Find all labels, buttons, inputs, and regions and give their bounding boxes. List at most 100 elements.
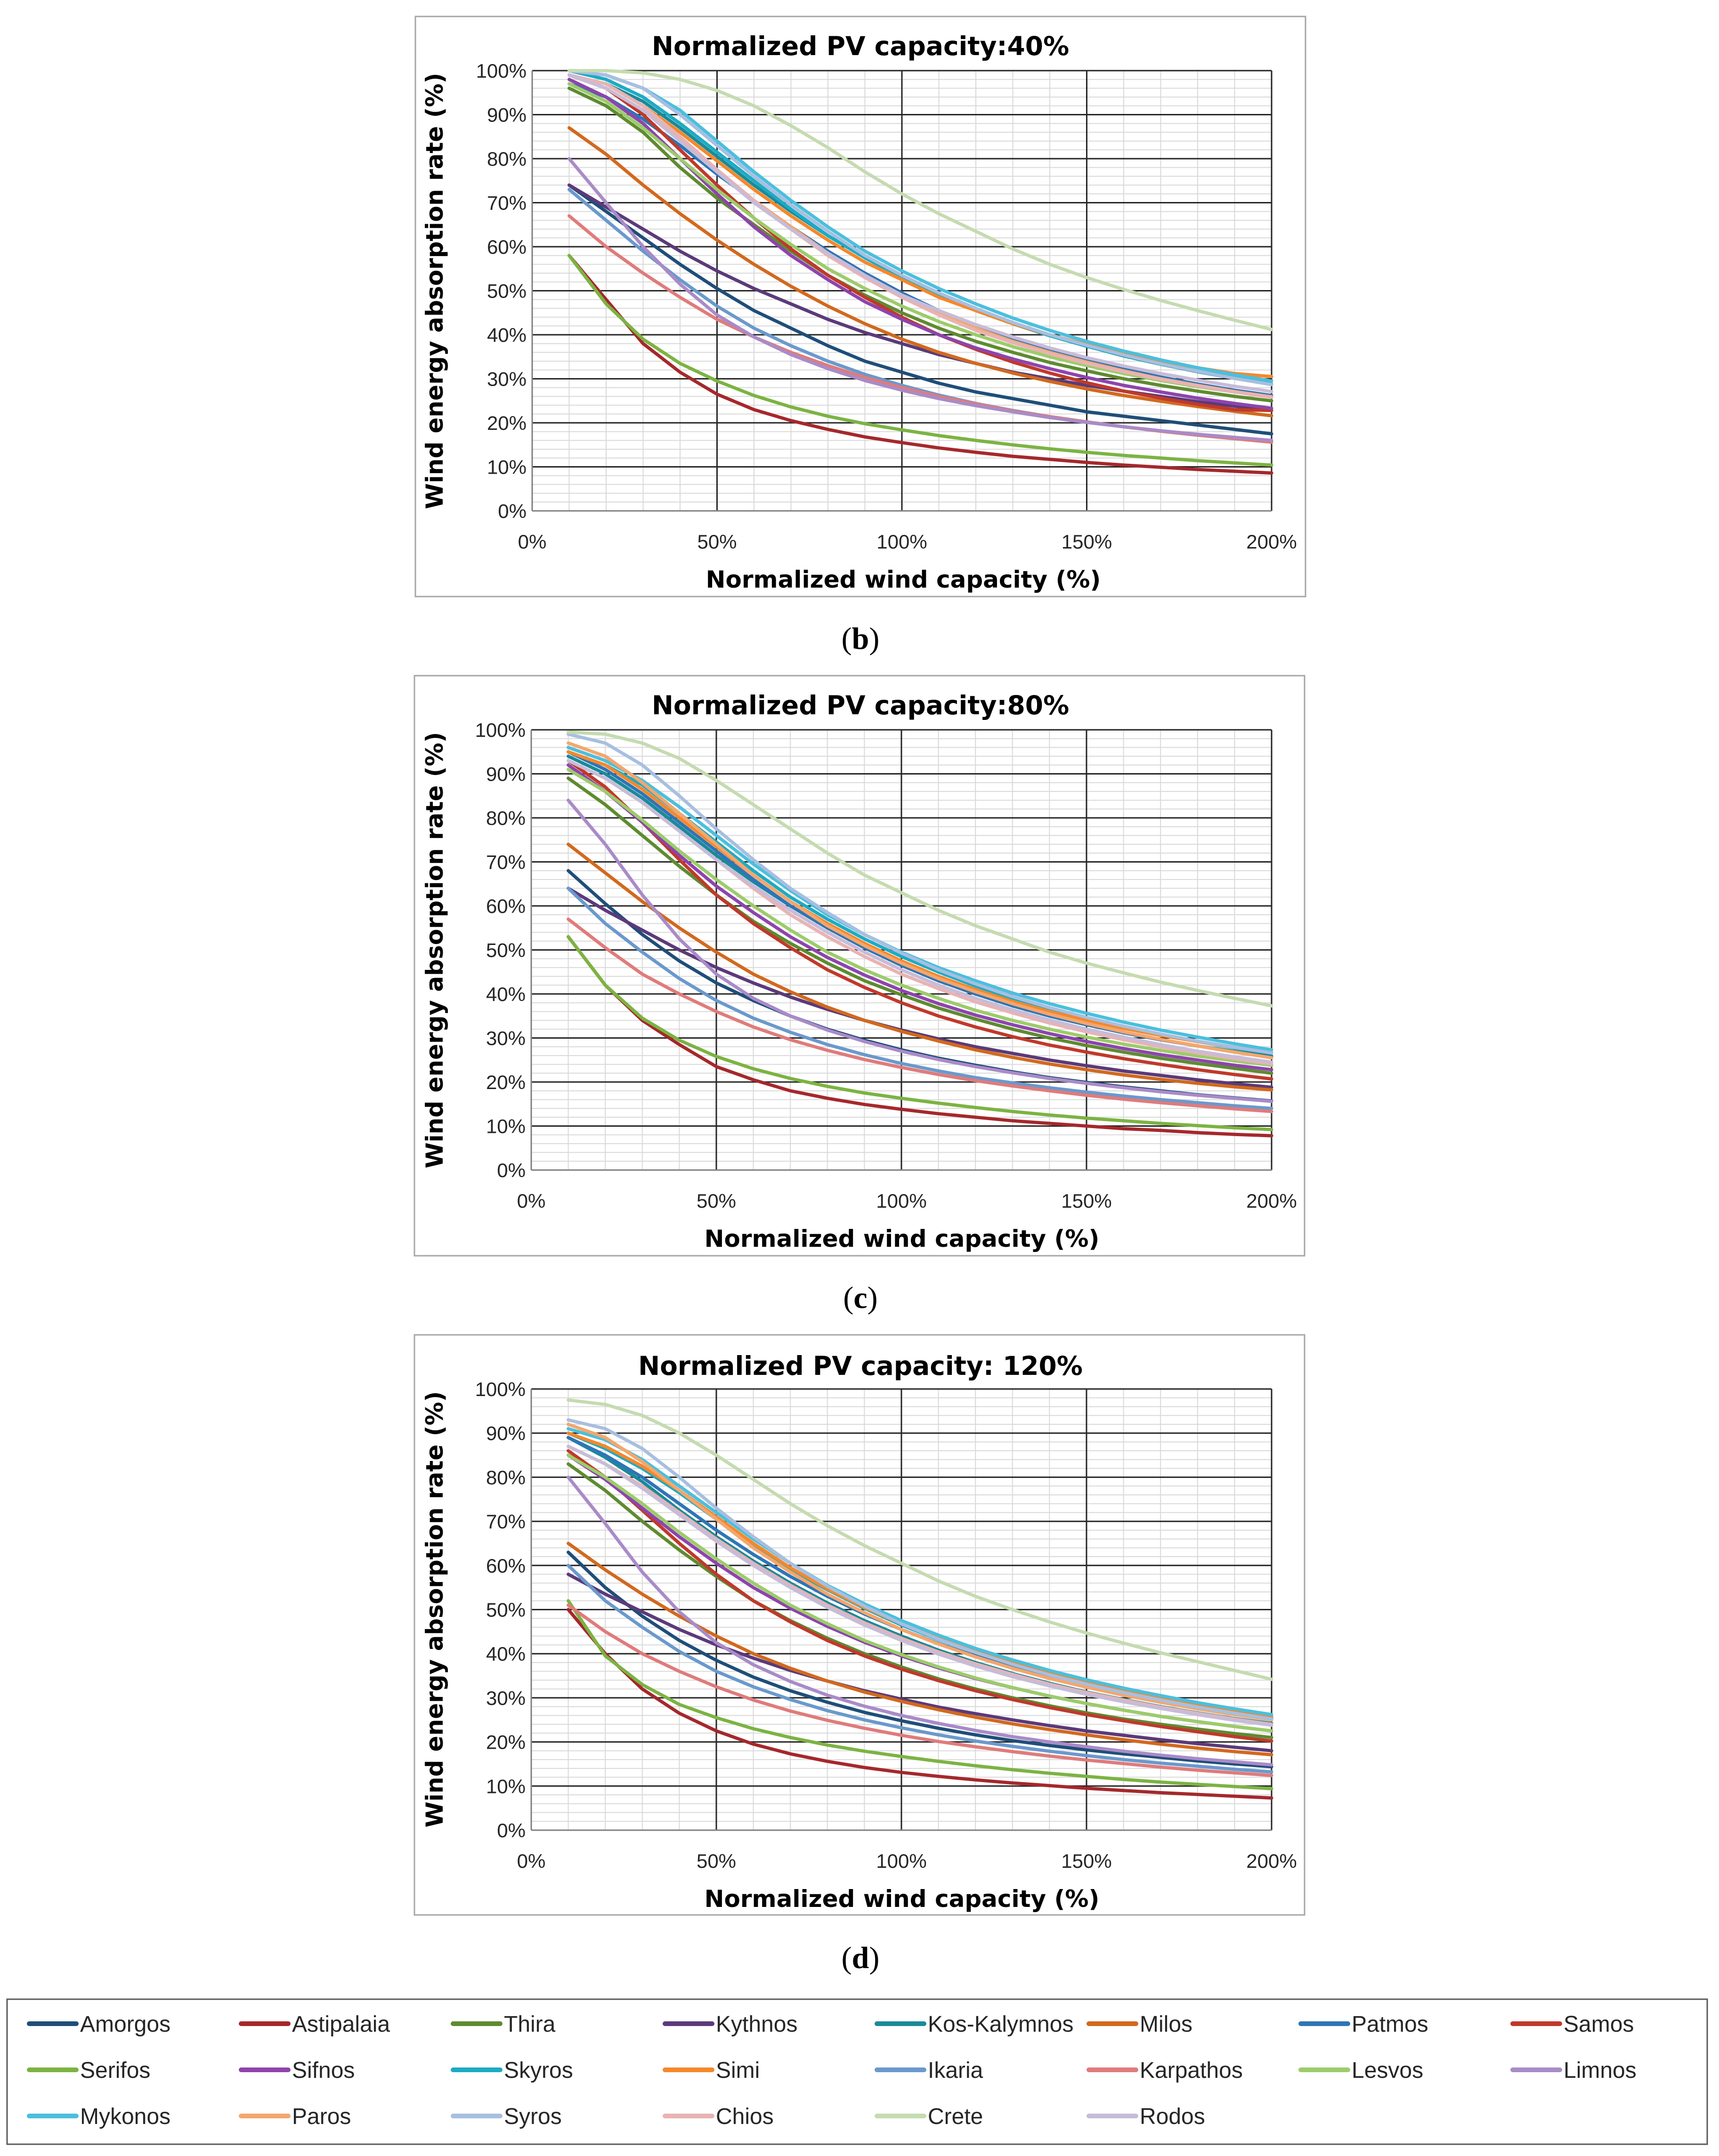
series-line-kythnos <box>567 887 1273 1089</box>
series-line-amorgos <box>567 1550 1273 1768</box>
legend-item-crete: Crete <box>875 2104 983 2129</box>
series-line-limnos <box>567 1475 1273 1767</box>
legend-label: Limnos <box>1564 2058 1637 2083</box>
series-line-kythnos <box>567 1573 1273 1752</box>
series-line-crete <box>567 1398 1273 1681</box>
x-tick-label: 100% <box>876 1850 926 1872</box>
y-tick-label: 80% <box>487 148 527 170</box>
x-tick-label: 200% <box>1246 1850 1297 1872</box>
legend-item-kos-kalymnos: Kos-Kalymnos <box>875 2012 1073 2037</box>
y-tick-label: 40% <box>486 1643 526 1665</box>
series-line-limnos <box>568 157 1273 442</box>
panel-caption-c: (c) <box>843 1281 877 1315</box>
series-line-serifos <box>567 1599 1273 1791</box>
y-tick-label: 100% <box>476 60 527 82</box>
y-tick-label: 100% <box>475 719 526 741</box>
legend-label: Serifos <box>80 2058 150 2083</box>
caption-letter: c <box>853 1281 867 1315</box>
legend-item-ikaria: Ikaria <box>875 2058 983 2083</box>
series-line-milos <box>567 842 1273 1092</box>
legend-label: Milos <box>1140 2012 1192 2037</box>
y-tick-label: 70% <box>486 1510 526 1533</box>
legend-label: Lesvos <box>1352 2058 1423 2083</box>
panel-caption-d: (d) <box>842 1941 880 1975</box>
legend-label: Patmos <box>1352 2012 1428 2037</box>
legend-item-lesvos: Lesvos <box>1298 2058 1423 2083</box>
y-axis-title: Wind energy absorption rate (%) <box>421 73 448 509</box>
y-tick-label: 30% <box>486 1687 526 1709</box>
legend-label: Kythnos <box>716 2012 797 2037</box>
axes <box>530 1389 1272 1831</box>
series-line-karpathos <box>567 1603 1273 1777</box>
svg-text:(b): (b) <box>842 622 880 656</box>
legend-item-kythnos: Kythnos <box>663 2012 797 2037</box>
x-tick-label: 50% <box>697 1850 736 1872</box>
series-line-crete <box>568 69 1273 331</box>
series-line-milos <box>567 1542 1273 1757</box>
legend-item-astipalaia: Astipalaia <box>239 2012 390 2037</box>
axes <box>531 71 1272 512</box>
legend-item-samos: Samos <box>1510 2012 1634 2037</box>
chart-title: Normalized PV capacity: 120% <box>638 1351 1083 1381</box>
grid <box>532 70 1273 511</box>
legend-item-serifos: Serifos <box>27 2058 150 2083</box>
legend-item-skyros: Skyros <box>451 2058 573 2083</box>
axes <box>530 730 1272 1171</box>
legend-item-karpathos: Karpathos <box>1087 2058 1243 2083</box>
series-line-serifos <box>567 935 1273 1131</box>
legend-label: Skyros <box>504 2058 573 2083</box>
legend-item-chios: Chios <box>663 2104 774 2129</box>
legend-label: Crete <box>928 2104 983 2129</box>
y-tick-label: 30% <box>486 1027 526 1050</box>
series-lines <box>567 730 1273 1138</box>
svg-text:(c): (c) <box>843 1281 877 1315</box>
tick-labels: 0% 50% 100% 150% 200% 0% 10% 20% 30% 40% 50% 60% 70%… <box>476 60 1297 553</box>
series-line-karpathos <box>567 917 1273 1114</box>
y-tick-label: 80% <box>486 807 526 829</box>
legend-item-amorgos: Amorgos <box>27 2012 170 2037</box>
y-tick-label: 10% <box>486 1115 526 1138</box>
x-tick-label: 0% <box>517 1190 546 1212</box>
y-tick-label: 60% <box>486 895 526 917</box>
legend-item-patmos: Patmos <box>1298 2012 1428 2037</box>
series-line-chios <box>568 73 1273 399</box>
legend-label: Syros <box>504 2104 562 2129</box>
series-line-crete <box>567 730 1273 1008</box>
caption-letter: d <box>852 1941 869 1975</box>
x-tick-label: 200% <box>1246 531 1297 553</box>
legend-label: Astipalaia <box>292 2012 390 2037</box>
series-line-syros <box>568 69 1273 387</box>
legend-label: Kos-Kalymnos <box>928 2012 1073 2037</box>
series-line-mykonos <box>567 1427 1273 1716</box>
x-tick-label: 0% <box>518 531 547 553</box>
legend-label: Samos <box>1564 2012 1634 2037</box>
series-line-rodos <box>567 759 1273 1064</box>
series-line-paros <box>567 741 1273 1060</box>
series-lines <box>568 69 1273 475</box>
y-tick-label: 10% <box>486 1775 526 1797</box>
legend-item-sifnos: Sifnos <box>239 2058 355 2083</box>
y-tick-label: 0% <box>497 1159 526 1181</box>
series-line-lesvos <box>567 767 1273 1067</box>
y-tick-label: 70% <box>487 192 527 214</box>
series-line-limnos <box>567 799 1273 1103</box>
chart-title: Normalized PV capacity:80% <box>652 690 1069 720</box>
chart-frame <box>414 16 1306 598</box>
legend-label: Chios <box>716 2104 774 2129</box>
x-axis-title: Normalized wind capacity (%) <box>705 1885 1100 1913</box>
legend-item-syros: Syros <box>451 2104 562 2129</box>
series-line-thira <box>567 1462 1273 1739</box>
legend-label: Ikaria <box>928 2058 983 2083</box>
caption-letter: b <box>852 622 869 656</box>
series-line-thira <box>568 86 1273 403</box>
chart-title: Normalized PV capacity:40% <box>652 31 1069 61</box>
y-tick-label: 70% <box>486 851 526 873</box>
y-tick-label: 40% <box>487 324 527 346</box>
legend-item-limnos: Limnos <box>1510 2058 1637 2083</box>
y-tick-label: 0% <box>498 500 527 522</box>
x-tick-label: 150% <box>1061 1190 1111 1212</box>
y-tick-label: 60% <box>487 236 527 258</box>
legend-item-mykonos: Mykonos <box>27 2104 170 2129</box>
panel-caption-b: (b) <box>842 622 880 656</box>
series-line-thira <box>567 776 1273 1075</box>
